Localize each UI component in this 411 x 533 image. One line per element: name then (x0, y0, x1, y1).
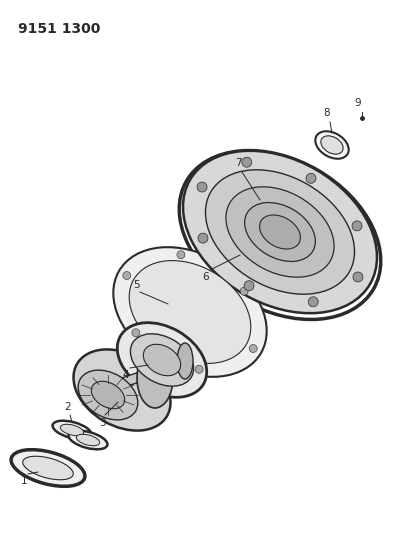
Text: 9: 9 (355, 98, 361, 108)
Text: 9151 1300: 9151 1300 (18, 22, 100, 36)
Circle shape (249, 344, 257, 352)
Circle shape (123, 271, 131, 279)
Ellipse shape (143, 344, 181, 376)
Ellipse shape (177, 343, 193, 379)
Ellipse shape (226, 187, 334, 277)
Text: 3: 3 (99, 418, 105, 428)
Ellipse shape (206, 170, 355, 294)
Ellipse shape (315, 131, 349, 159)
Circle shape (197, 182, 207, 192)
Ellipse shape (321, 136, 343, 154)
Ellipse shape (129, 261, 251, 364)
Ellipse shape (60, 424, 84, 436)
Circle shape (195, 365, 203, 373)
Ellipse shape (113, 247, 267, 377)
Ellipse shape (53, 421, 91, 439)
Circle shape (240, 287, 248, 295)
Text: 6: 6 (203, 272, 209, 282)
Ellipse shape (245, 203, 315, 262)
Text: 8: 8 (324, 108, 330, 118)
Circle shape (242, 157, 252, 167)
Ellipse shape (78, 370, 138, 420)
Ellipse shape (74, 350, 171, 431)
Ellipse shape (69, 431, 107, 449)
Ellipse shape (259, 215, 300, 249)
Text: 2: 2 (65, 402, 72, 412)
Text: 4: 4 (123, 370, 129, 380)
Ellipse shape (183, 151, 377, 313)
Text: 7: 7 (235, 158, 241, 168)
Ellipse shape (11, 450, 85, 486)
Circle shape (132, 329, 140, 337)
Circle shape (177, 251, 185, 259)
Circle shape (306, 173, 316, 183)
Circle shape (353, 272, 363, 282)
Text: 1: 1 (21, 476, 27, 486)
Polygon shape (122, 356, 185, 388)
Circle shape (352, 221, 362, 231)
Ellipse shape (130, 334, 194, 386)
Circle shape (308, 297, 318, 307)
Ellipse shape (137, 348, 173, 408)
Ellipse shape (91, 381, 125, 409)
Circle shape (244, 281, 254, 290)
Text: 5: 5 (133, 280, 139, 290)
Ellipse shape (23, 456, 73, 480)
Circle shape (198, 233, 208, 243)
Ellipse shape (117, 322, 207, 397)
Ellipse shape (76, 434, 99, 446)
